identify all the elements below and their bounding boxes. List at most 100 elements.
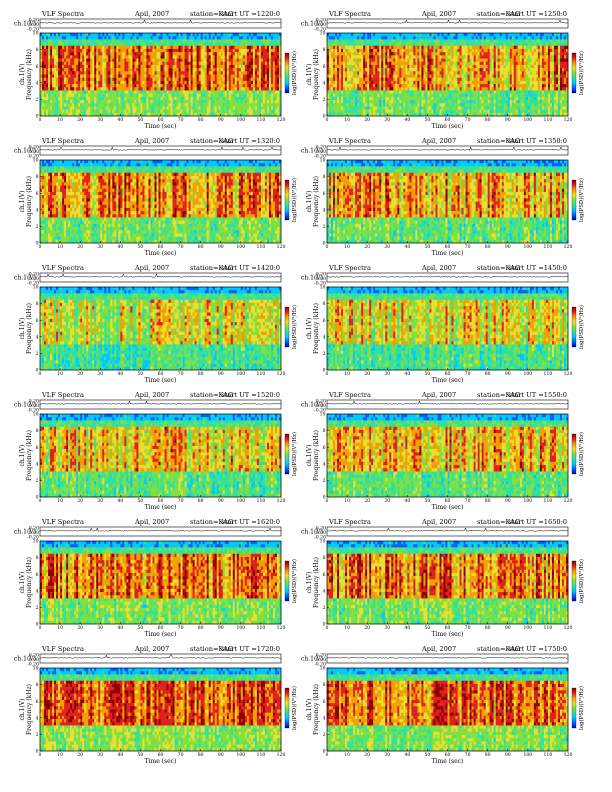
spectrogram-cell [411,64,414,69]
spectrogram-cell [104,33,107,37]
spectrogram-cell [274,52,278,56]
spectrogram-cell [515,33,519,37]
spectrogram-cell [553,48,557,53]
spectrogram-cell [429,71,432,75]
spectrogram-cell [236,90,240,94]
spectrogram-cell [435,39,438,43]
spectrogram-cell [268,112,272,117]
spectrogram-cell [421,71,424,75]
spectrogram-cell [481,36,484,40]
spectrogram-cell [86,90,89,94]
spectrogram-cell [186,36,189,40]
spectrogram-cell [246,45,250,50]
spectrogram-cell [234,68,238,72]
spectrogram-cell [565,39,569,43]
spectrogram-cell [218,109,221,114]
spectrogram-cell [170,93,173,98]
spectrogram-cell [359,64,362,69]
spectrogram-cell [389,71,392,75]
spectrogram-cell [327,42,330,47]
spectrogram-cell [401,42,404,47]
spectrogram-cell [112,55,115,59]
spectrogram-cell [258,96,262,101]
spectrogram-cell [361,64,364,69]
spectrogram-cell [212,33,215,37]
spectrogram-cell [369,68,372,72]
spectrogram-cell [92,71,95,75]
spectrogram-cell [40,103,43,107]
spectrogram-cell [162,64,165,69]
spectrogram-cell [533,45,537,50]
spectrogram-cell [142,87,145,91]
spectrogram-cell [76,52,79,56]
spectrogram-cell [256,58,260,62]
spectrogram-cell [58,39,61,43]
spectrogram-cell [511,64,515,69]
spectrogram-cell [200,93,203,98]
spectrogram-cell [551,68,555,72]
spectrogram-cell [242,48,246,53]
spectrogram-cell [252,80,256,85]
spectrogram-cell [114,39,117,43]
spectrogram-cell [543,68,547,72]
spectrogram-cell [214,77,217,82]
spectrogram-cell [515,68,519,72]
spectrogram-cell [351,48,354,53]
spectrogram-cell [44,61,47,66]
spectrogram-cell [351,42,354,47]
spectrogram-cell [218,112,221,117]
spectrogram-cell [337,48,340,53]
spectrogram-cell [435,45,438,50]
spectrogram-cell [110,39,113,43]
spectrogram-cell [258,33,262,37]
spectrogram-cell [222,55,226,59]
spectrogram-cell [523,39,527,43]
spectrogram-cell [70,48,73,53]
spectrogram-cell [148,77,151,82]
spectrogram-cell [234,96,238,101]
spectrogram-cell [481,48,484,53]
spectrogram-cell [232,39,236,43]
spectrogram-cell [102,68,105,72]
spectrogram-cell [511,33,515,37]
spectrogram-cell [42,45,45,50]
spectrogram-cell [339,36,342,40]
spectrogram-cell [212,103,215,107]
spectrogram-cell [363,45,366,50]
spectrogram-cell [405,36,408,40]
spectrogram-cell [246,87,250,91]
spectrogram-cell [375,45,378,50]
spectrogram-cell [184,90,187,94]
spectrogram-cell [148,93,151,98]
spectrogram-cell [152,96,155,101]
panel-station: station=KAG [190,10,233,18]
spectrogram-cell [411,74,414,78]
spectrogram-cell [166,77,169,82]
spectrogram-cell [234,93,238,98]
spectrogram-cell [62,45,65,50]
spectrogram-cell [347,64,350,69]
spectrogram-cell [353,71,356,75]
spectrogram-cell [329,42,332,47]
spectrogram-cell [373,39,376,43]
spectrogram-cell [443,68,446,72]
spectrogram-cell [186,33,189,37]
spectrogram-cell [437,74,440,78]
spectrogram-cell [112,106,115,110]
spectrogram-cell [459,71,462,75]
spectrogram-cell [369,48,372,53]
spectrogram-cell [190,96,193,101]
spectrogram-cell [136,39,139,43]
spectrogram-cell [383,68,386,72]
spectrogram-cell [274,64,278,69]
spectrogram-cell [180,90,183,94]
spectrogram-cell [329,71,332,75]
spectrogram-cell [331,52,334,56]
spectrogram-cell [559,58,563,62]
spectrogram-cell [72,80,75,85]
spectrogram-cell [186,77,189,82]
spectrogram-cell [433,42,436,47]
spectrogram-cell [186,45,189,50]
spectrogram-cell [218,87,221,91]
spectrogram-cell [124,80,127,85]
